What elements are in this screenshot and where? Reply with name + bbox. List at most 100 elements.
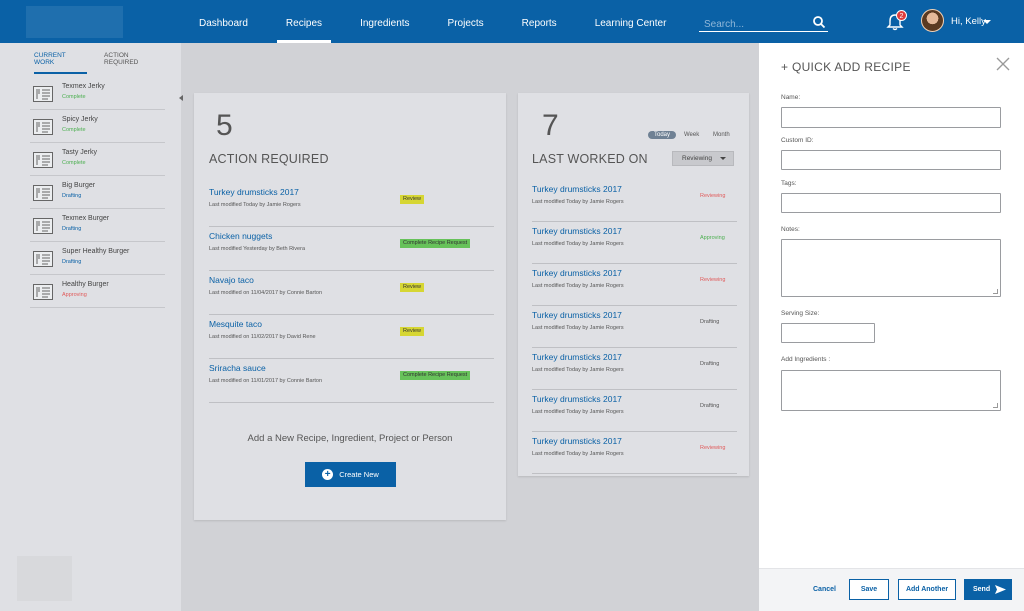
status-text: Drafting: [700, 403, 720, 409]
logo[interactable]: [26, 6, 123, 38]
recipe-link[interactable]: Navajo taco: [209, 275, 254, 285]
recipe-link[interactable]: Turkey drumsticks 2017: [532, 436, 622, 446]
last-modified-text: Last modified Today by Jamie Rogers: [532, 325, 624, 331]
search-input[interactable]: [699, 16, 809, 33]
name-label: Name:: [781, 94, 801, 101]
list-item: Turkey drumsticks 2017 Last modified Toda…: [532, 222, 737, 264]
last-modified-text: Last modified Today by Jamie Rogers: [532, 283, 624, 289]
status-badge[interactable]: Review: [400, 195, 425, 204]
recipe-card-icon: [33, 218, 53, 234]
notification-badge: 2: [896, 10, 907, 21]
resize-grip-icon[interactable]: [993, 403, 998, 408]
sidebar-recipe-item[interactable]: Healthy Burger Approving: [30, 275, 165, 308]
list-item: Turkey drumsticks 2017 Last modified Toda…: [209, 183, 494, 227]
sidebar-recipe-item[interactable]: Texmex Burger Drafting: [30, 209, 165, 242]
notes-label: Notes:: [781, 226, 800, 233]
status-text: Reviewing: [700, 445, 726, 451]
recipe-status: Drafting: [62, 193, 82, 199]
last-modified-text: Last modified Today by Jamie Rogers: [532, 199, 624, 205]
recipe-link[interactable]: Sriracha sauce: [209, 363, 266, 373]
list-item: Mesquite taco Last modified on 11/02/2017…: [209, 315, 494, 359]
sidebar-recipe-item[interactable]: Tasty Jerky Complete: [30, 143, 165, 176]
tags-field[interactable]: [782, 195, 1000, 214]
nav-item-projects[interactable]: Projects: [447, 18, 484, 29]
chevron-down-icon: [720, 157, 726, 160]
recipe-link[interactable]: Turkey drumsticks 2017: [532, 268, 622, 278]
period-month[interactable]: Month: [713, 132, 730, 138]
last-modified-text: Last modified Yesterday by Beth Rivera: [209, 246, 306, 252]
list-item: Turkey drumsticks 2017 Last modified Toda…: [532, 306, 737, 348]
recipe-link[interactable]: Turkey drumsticks 2017: [532, 310, 622, 320]
status-filter-value: Reviewing: [682, 155, 712, 162]
recipe-link[interactable]: Turkey drumsticks 2017: [532, 394, 622, 404]
recipe-link[interactable]: Turkey drumsticks 2017: [209, 187, 299, 197]
nav-item-learning-center[interactable]: Learning Center: [594, 18, 667, 29]
recipe-card-icon: [33, 119, 53, 135]
status-badge[interactable]: Complete Recipe Request: [400, 371, 471, 380]
send-arrow-icon: [995, 585, 1006, 594]
recipe-link[interactable]: Turkey drumsticks 2017: [532, 352, 622, 362]
nav-item-dashboard[interactable]: Dashboard: [199, 18, 248, 29]
create-new-button[interactable]: + Create New: [305, 462, 396, 487]
recipe-link[interactable]: Turkey drumsticks 2017: [532, 184, 622, 194]
status-badge[interactable]: Review: [400, 327, 425, 336]
recipe-name: Big Burger: [62, 182, 96, 189]
nav-item-reports[interactable]: Reports: [521, 18, 557, 29]
recipe-name: Healthy Burger: [62, 281, 109, 288]
add-ingredients-field[interactable]: [782, 371, 1000, 410]
sidebar-collapse-icon[interactable]: [179, 95, 183, 101]
sidebar-recipe-item[interactable]: Texmex Jerky Complete: [30, 77, 165, 110]
tab-current-work[interactable]: CURRENT WORK: [34, 52, 88, 74]
last-modified-text: Last modified Today by Jamie Rogers: [532, 409, 624, 415]
last-worked-count: 7: [542, 109, 559, 142]
period-week[interactable]: Week: [684, 132, 700, 138]
add-another-button[interactable]: Add Another: [898, 579, 956, 600]
recipe-status: Drafting: [62, 259, 82, 265]
close-icon[interactable]: [996, 57, 1010, 71]
last-modified-text: Last modified Today by Jamie Rogers: [532, 241, 624, 247]
nav-item-recipes[interactable]: Recipes: [276, 0, 332, 43]
last-worked-title: LAST WORKED ON: [532, 152, 648, 166]
sidebar-recipe-item[interactable]: Spicy Jerky Complete: [30, 110, 165, 143]
status-badge[interactable]: Complete Recipe Request: [400, 239, 471, 248]
avatar[interactable]: [921, 9, 944, 32]
user-menu-chevron-down-icon[interactable]: [983, 20, 991, 24]
recipe-link[interactable]: Turkey drumsticks 2017: [532, 226, 622, 236]
action-required-card: 5 ACTION REQUIRED Turkey drumsticks 2017…: [194, 93, 506, 520]
status-text: Drafting: [700, 361, 720, 367]
last-modified-text: Last modified Today by Jamie Rogers: [532, 367, 624, 373]
save-button[interactable]: Save: [849, 579, 889, 600]
user-greeting[interactable]: Hi, Kelly: [951, 16, 986, 27]
name-field[interactable]: [782, 109, 1000, 128]
last-modified-text: Last modified on 11/02/2017 by David Ren…: [209, 334, 316, 340]
send-button[interactable]: Send: [964, 579, 1012, 600]
tags-field-wrap: [781, 193, 1001, 214]
serving-size-field-wrap: [781, 323, 875, 344]
status-badge[interactable]: Review: [400, 283, 425, 292]
sidebar-recipe-item[interactable]: Super Healthy Burger Drafting: [30, 242, 165, 275]
recipe-card-icon: [33, 86, 53, 102]
tab-action-required[interactable]: ACTION REQUIRED: [104, 52, 139, 66]
notes-field[interactable]: [782, 240, 1000, 296]
recipe-link[interactable]: Mesquite taco: [209, 319, 262, 329]
period-today[interactable]: Today: [648, 131, 677, 139]
recipe-card-icon: [33, 185, 53, 201]
cancel-button[interactable]: Cancel: [813, 586, 836, 593]
nav-item-ingredients[interactable]: Ingredients: [360, 18, 410, 29]
list-item: Sriracha sauce Last modified on 11/01/201…: [209, 359, 494, 403]
sidebar-tabs: CURRENT WORK ACTION REQUIRED: [34, 52, 181, 74]
recipe-status: Approving: [62, 292, 87, 298]
recipe-status: Complete: [62, 127, 86, 133]
custom-id-label: Custom ID:: [781, 137, 814, 144]
status-filter-dropdown[interactable]: Reviewing: [672, 151, 734, 166]
resize-grip-icon[interactable]: [993, 289, 998, 294]
recipe-card-icon: [33, 251, 53, 267]
last-modified-text: Last modified on 11/01/2017 by Connie Ba…: [209, 378, 323, 384]
serving-size-field[interactable]: [782, 325, 874, 344]
search-icon[interactable]: [812, 15, 826, 29]
recipe-link[interactable]: Chicken nuggets: [209, 231, 273, 241]
notifications-button[interactable]: 2: [885, 10, 907, 32]
custom-id-field[interactable]: [782, 152, 1000, 171]
sidebar-recipe-item[interactable]: Big Burger Drafting: [30, 176, 165, 209]
main-nav: Dashboard Recipes Ingredients Projects R…: [190, 0, 695, 43]
